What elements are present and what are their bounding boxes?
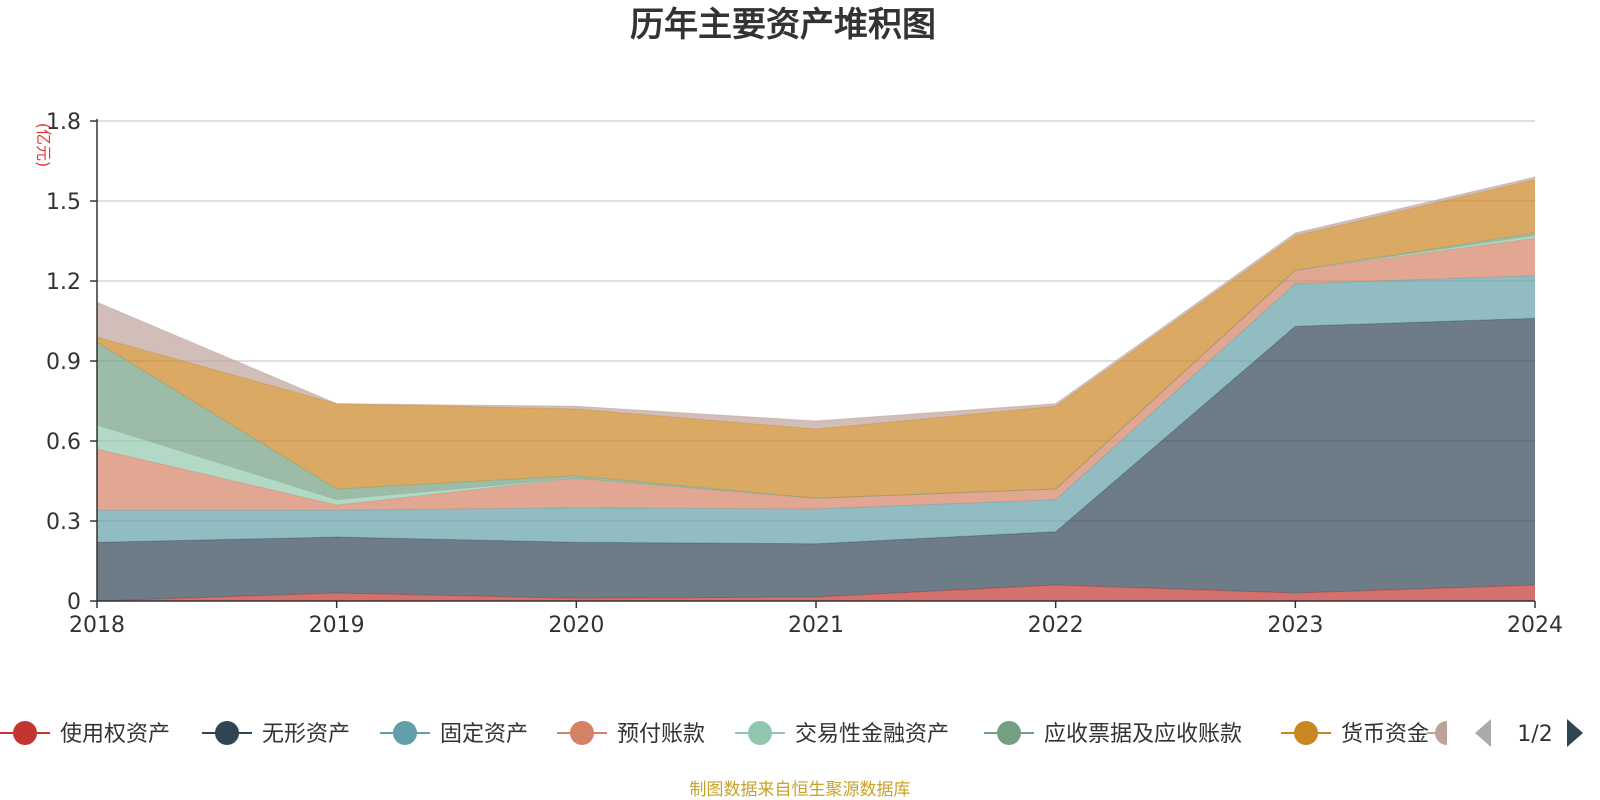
legend-next-page-icon[interactable]	[1567, 719, 1583, 747]
area-series-4	[97, 235, 1535, 505]
legend-label: 固定资产	[440, 722, 528, 747]
legend-label: 货币资金	[1341, 722, 1429, 747]
legend-marker	[13, 721, 37, 745]
legend-page-indicator: 1/2	[1517, 722, 1552, 747]
x-tick-label: 2018	[69, 613, 125, 638]
legend-item[interactable]: 交易性金融资产	[735, 721, 949, 747]
x-tick-label: 2024	[1507, 613, 1563, 638]
legend-item[interactable]: 无形资产	[202, 721, 350, 747]
legend-label: 交易性金融资产	[795, 722, 949, 747]
legend-marker	[748, 721, 772, 745]
y-tick-label: 1.5	[46, 190, 81, 215]
legend-partial-marker	[1435, 721, 1447, 745]
legend-marker	[393, 721, 417, 745]
chart-title: 历年主要资产堆积图	[630, 5, 936, 45]
legend-item[interactable]: 使用权资产	[0, 721, 170, 747]
legend-prev-page-icon[interactable]	[1475, 719, 1491, 747]
legend-marker	[215, 721, 239, 745]
legend-label: 预付账款	[617, 722, 705, 747]
x-tick-label: 2019	[309, 613, 365, 638]
legend-marker	[570, 721, 594, 745]
y-tick-label: 0	[67, 590, 81, 615]
legend-item[interactable]: 固定资产	[380, 721, 528, 747]
legend-label: 应收票据及应收账款	[1044, 722, 1242, 747]
axes: 0 0.3 0.6 0.9 1.2 1.5 1.8 2018 2019 2020 2021 2022 2…	[46, 110, 1563, 638]
stacked-areas	[96, 176, 1536, 602]
area-series-2	[97, 275, 1535, 544]
legend-marker	[1294, 721, 1318, 745]
data-source-note: 制图数据来自恒生聚源数据库	[690, 780, 911, 800]
legend-item[interactable]: 预付账款	[557, 721, 705, 747]
x-tick-label: 2020	[548, 613, 604, 638]
y-tick-label: 0.9	[46, 350, 81, 375]
legend-marker	[997, 721, 1021, 745]
legend-item-partial[interactable]	[1427, 721, 1447, 745]
y-axis-unit: (亿元)	[34, 123, 53, 168]
area-series-edge-7	[96, 176, 1536, 422]
legend-item[interactable]: 货币资金	[1281, 721, 1429, 747]
x-tick-label: 2023	[1267, 613, 1323, 638]
y-tick-label: 0.6	[46, 430, 81, 455]
y-tick-label: 1.2	[46, 270, 81, 295]
legend-label: 使用权资产	[60, 722, 170, 747]
x-tick-label: 2022	[1028, 613, 1084, 638]
area-series-6	[97, 179, 1535, 499]
y-tick-label: 0.3	[46, 510, 81, 535]
legend-label: 无形资产	[262, 722, 350, 747]
y-tick-label: 1.8	[46, 110, 81, 135]
legend-item[interactable]: 应收票据及应收账款	[984, 721, 1242, 747]
area-series-1	[97, 318, 1535, 601]
x-tick-label: 2021	[788, 613, 844, 638]
legend[interactable]: 1/2 使用权资产 无形资产 固定资产 预付账款 交易性金融资产 应收票据及应收账款 货币资…	[0, 719, 1583, 747]
